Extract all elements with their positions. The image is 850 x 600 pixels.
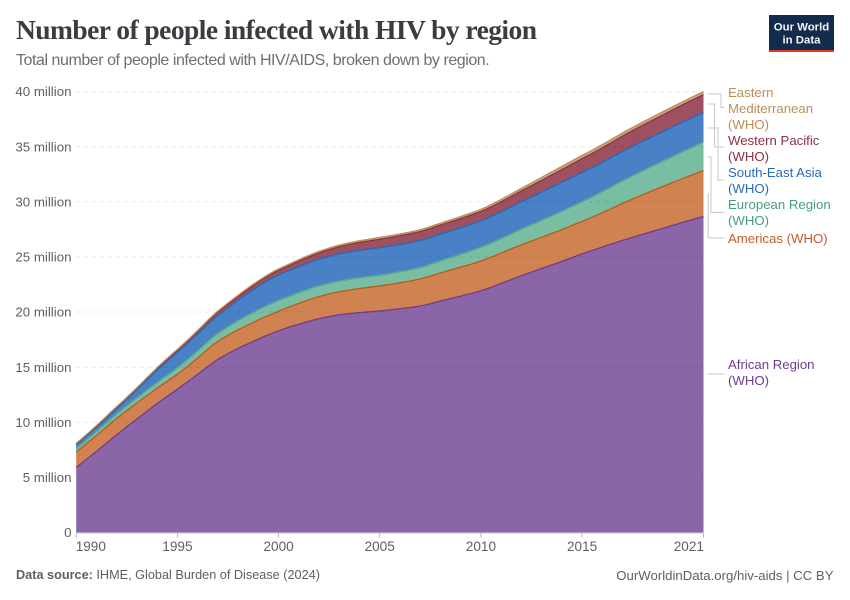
svg-text:2010: 2010 <box>466 539 497 554</box>
svg-text:10 million: 10 million <box>15 415 71 430</box>
svg-text:2000: 2000 <box>263 539 294 554</box>
svg-text:2021: 2021 <box>674 539 704 554</box>
svg-text:35 million: 35 million <box>15 139 71 154</box>
svg-text:0: 0 <box>64 525 71 540</box>
svg-text:1995: 1995 <box>162 539 192 554</box>
svg-text:40 million: 40 million <box>15 84 71 99</box>
svg-text:25 million: 25 million <box>15 250 71 265</box>
svg-text:1990: 1990 <box>76 539 107 554</box>
svg-text:30 million: 30 million <box>15 194 71 209</box>
svg-text:in Data: in Data <box>783 34 822 46</box>
svg-text:Our World: Our World <box>774 22 830 34</box>
svg-text:20 million: 20 million <box>15 305 71 320</box>
svg-text:2015: 2015 <box>567 539 597 554</box>
svg-text:15 million: 15 million <box>15 360 71 375</box>
svg-text:5 million: 5 million <box>23 470 72 485</box>
svg-text:2005: 2005 <box>365 539 395 554</box>
